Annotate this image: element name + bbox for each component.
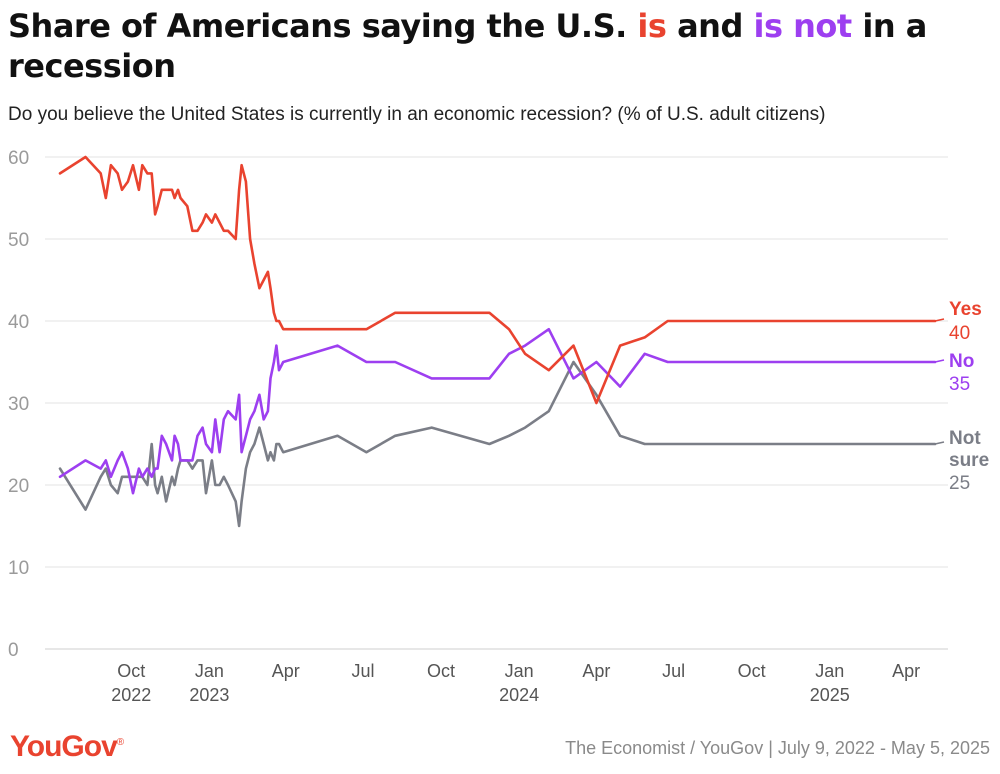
x-tick-label: Apr xyxy=(582,661,610,681)
y-tick-label: 20 xyxy=(8,476,29,497)
x-tick-label: Oct xyxy=(117,661,145,681)
x-tick-year-label: 2023 xyxy=(189,685,229,705)
title-is-highlight: is xyxy=(637,7,667,45)
end-connector-not-sure xyxy=(934,441,945,445)
x-tick-label: Jan xyxy=(195,661,224,681)
title-is-not-highlight: is not xyxy=(753,7,852,45)
x-tick-label: Jul xyxy=(662,661,685,681)
end-label-no: No xyxy=(949,351,974,372)
yougov-logo: YouGov® xyxy=(10,730,124,763)
y-tick-label: 0 xyxy=(8,640,19,661)
x-tick-label: Jul xyxy=(351,661,374,681)
x-tick-year-label: 2022 xyxy=(111,685,151,705)
x-tick-year-label: 2024 xyxy=(499,685,539,705)
x-tick-label: Oct xyxy=(427,661,455,681)
chart-title: Share of Americans saying the U.S. is an… xyxy=(8,7,927,85)
x-tick-label: Jan xyxy=(505,661,534,681)
end-connector-no xyxy=(934,359,945,363)
source-note: The Economist / YouGov | July 9, 2022 - … xyxy=(565,738,990,758)
x-tick-year-label: 2025 xyxy=(810,685,850,705)
y-tick-label: 50 xyxy=(8,230,29,251)
series-line-no xyxy=(58,327,937,495)
y-tick-label: 60 xyxy=(8,148,29,169)
y-tick-label: 40 xyxy=(8,312,29,333)
end-label-not-sure: sure xyxy=(949,450,989,471)
end-connector-yes xyxy=(934,318,945,322)
y-tick-label: 30 xyxy=(8,394,29,415)
x-tick-label: Apr xyxy=(892,661,920,681)
end-label-not-sure: Not xyxy=(949,428,981,449)
x-tick-label: Apr xyxy=(272,661,300,681)
end-value-not-sure: 25 xyxy=(949,473,970,494)
series-line-yes xyxy=(58,155,937,405)
end-label-yes: Yes xyxy=(949,299,982,320)
end-value-no: 35 xyxy=(949,374,970,395)
x-tick-label: Oct xyxy=(738,661,766,681)
series-line-not-sure xyxy=(58,360,937,528)
x-tick-label: Jan xyxy=(815,661,844,681)
end-value-yes: 40 xyxy=(949,323,970,344)
y-tick-label: 10 xyxy=(8,558,29,579)
chart-subtitle: Do you believe the United States is curr… xyxy=(8,104,826,125)
